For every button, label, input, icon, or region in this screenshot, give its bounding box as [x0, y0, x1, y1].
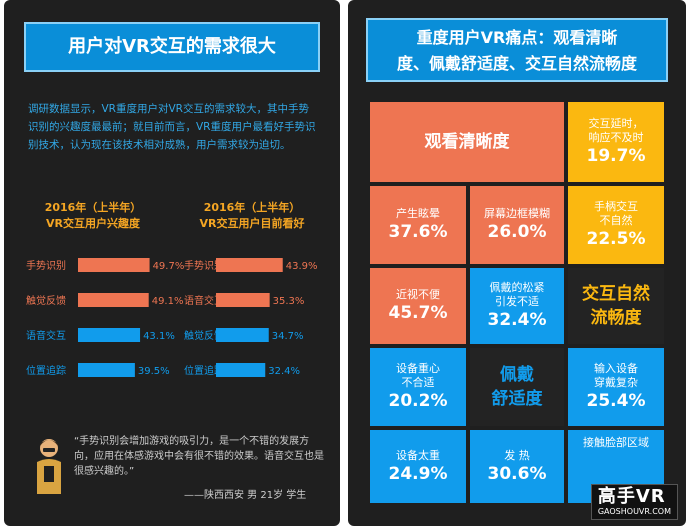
- cell-natural: 交互自然 流畅度: [566, 266, 666, 346]
- bar-category-label: 触觉反馈: [184, 329, 224, 342]
- bar-value-label: 43.9%: [286, 261, 318, 272]
- chart-title-outlook-line2: VR交互用户目前看好: [199, 217, 305, 230]
- cell-dizzy: 产生眩晕 37.6%: [368, 184, 468, 266]
- bar-value-label: 35.3%: [273, 296, 305, 307]
- cell-gravity-label: 设备重心 不合适: [396, 362, 440, 389]
- watermark-main: 高手VR: [597, 486, 666, 507]
- left-panel: 用户对VR交互的需求很大 调研数据显示，VR重度用户对VR交互的需求较大，其中手…: [4, 0, 340, 526]
- right-banner-line1: 重度用户VR痛点：观看清晰: [416, 28, 618, 47]
- cell-gesture-label: 手柄交互 不自然: [594, 200, 638, 227]
- bar: [78, 258, 150, 272]
- cell-gesture: 手柄交互 不自然 22.5%: [566, 184, 666, 266]
- cell-heavy-value: 24.9%: [388, 463, 448, 484]
- avatar: [32, 436, 66, 496]
- right-banner-title: 重度用户VR痛点：观看清晰 度、佩戴舒适度、交互自然流畅度: [366, 18, 668, 82]
- bar-category-label: 位置追踪: [184, 364, 224, 377]
- cell-blur-value: 26.0%: [487, 222, 547, 242]
- cell-heat-label: 发 热: [504, 448, 530, 462]
- bar-category-label: 手势识别: [184, 259, 224, 272]
- bar-category-label: 语音交互: [184, 294, 224, 307]
- bar-category-label: 语音交互: [26, 329, 66, 342]
- cell-input-value: 25.4%: [586, 391, 646, 411]
- cell-strap-value: 32.4%: [487, 310, 547, 330]
- cell-input-label: 输入设备 穿戴复杂: [594, 362, 638, 389]
- bar: [216, 328, 269, 342]
- cell-dizzy-value: 37.6%: [388, 222, 448, 242]
- cell-latency-label: 交互延时， 响应不及时: [588, 117, 644, 144]
- watermark-sub: GAOSHOUVR.COM: [597, 507, 671, 516]
- cell-latency-value: 19.7%: [586, 146, 646, 166]
- cell-gesture-value: 22.5%: [586, 229, 646, 249]
- cell-heat-value: 30.6%: [487, 463, 547, 484]
- bar-value-label: 32.4%: [268, 366, 300, 377]
- bar: [78, 328, 141, 342]
- chart-title-interest-line1: 2016年（上半年）: [44, 201, 142, 214]
- cell-gravity-value: 20.2%: [388, 391, 448, 411]
- bar: [78, 363, 135, 377]
- pain-point-grid: 观看清晰度 交互延时， 响应不及时 19.7% 产生眩晕 37.6% 屏幕边框模…: [368, 100, 666, 505]
- bar-value-label: 43.1%: [143, 331, 175, 342]
- cell-natural-heading: 交互自然 流畅度: [582, 284, 650, 328]
- cell-blur-label: 屏幕边框模糊: [484, 207, 550, 220]
- bar: [78, 293, 149, 307]
- cell-myopia: 近视不便 45.7%: [368, 266, 468, 346]
- chart-title-interest-line2: VR交互用户兴趣度: [46, 217, 140, 230]
- intro-text: 调研数据显示，VR重度用户对VR交互的需求较大，其中手势识别的兴趣度最最前；就目…: [28, 103, 316, 151]
- user-quote: “手势识别会增加游戏的吸引力，是一个不错的发展方向，应用在体感游戏中会有很不错的…: [74, 436, 324, 477]
- cell-input: 输入设备 穿戴复杂 25.4%: [566, 346, 666, 428]
- bar-value-label: 49.1%: [152, 296, 184, 307]
- cell-comfort: 佩戴 舒适度: [468, 346, 566, 428]
- right-panel: 重度用户VR痛点：观看清晰 度、佩戴舒适度、交互自然流畅度 观看清晰度 交互延时…: [348, 0, 686, 526]
- chart-title-outlook: 2016年（上半年） VR交互用户目前看好: [172, 200, 332, 232]
- cell-myopia-value: 45.7%: [388, 303, 448, 323]
- cell-comfort-heading: 佩戴 舒适度: [491, 365, 543, 409]
- bar: [216, 258, 283, 272]
- cell-blur: 屏幕边框模糊 26.0%: [468, 184, 566, 266]
- bar-value-label: 39.5%: [138, 366, 170, 377]
- cell-clarity: 观看清晰度: [368, 100, 566, 184]
- chart-title-interest: 2016年（上半年） VR交互用户兴趣度: [18, 200, 168, 232]
- bar-category-label: 手势识别: [26, 259, 66, 272]
- bar-category-label: 触觉反馈: [26, 294, 66, 307]
- cell-clarity-heading: 观看清晰度: [424, 132, 510, 152]
- cell-dizzy-label: 产生眩晕: [396, 207, 440, 220]
- bar: [216, 363, 266, 377]
- cell-gravity: 设备重心 不合适 20.2%: [368, 346, 468, 428]
- left-banner-title: 用户对VR交互的需求很大: [24, 22, 320, 72]
- cell-heavy: 设备太重 24.9%: [368, 428, 468, 505]
- cell-strap: 佩戴的松紧 引发不适 32.4%: [468, 266, 566, 346]
- cell-myopia-label: 近视不便: [396, 288, 440, 301]
- bar-charts: 手势识别 49.7%触觉反馈 49.1%语音交互 43.1%位置追踪 39.5%手势识别…: [26, 258, 318, 377]
- cell-contact-label: 接触脸部区域: [583, 436, 649, 449]
- cell-latency: 交互延时， 响应不及时 19.7%: [566, 100, 666, 184]
- cell-heavy-label: 设备太重: [396, 448, 440, 462]
- chart-title-outlook-line1: 2016年（上半年）: [203, 201, 301, 214]
- bar-value-label: 49.7%: [153, 261, 185, 272]
- watermark-logo: 高手VR GAOSHOUVR.COM: [590, 484, 678, 520]
- bar: [216, 293, 270, 307]
- right-banner-line2: 度、佩戴舒适度、交互自然流畅度: [396, 54, 637, 73]
- cell-heat: 发 热 30.6%: [468, 428, 566, 505]
- cell-strap-label: 佩戴的松紧 引发不适: [489, 281, 545, 308]
- quote-author: ——陕西西安 男 21岁 学生: [184, 490, 307, 501]
- bar-category-label: 位置追踪: [26, 364, 66, 377]
- bar-value-label: 34.7%: [272, 331, 304, 342]
